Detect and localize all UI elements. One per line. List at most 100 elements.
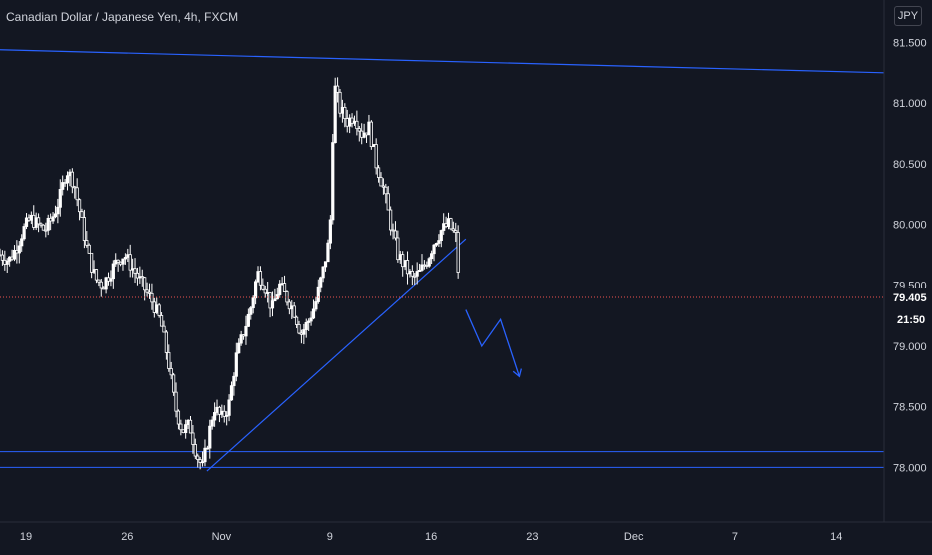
candle-body	[82, 217, 86, 241]
symbol-title: Canadian Dollar / Japanese Yen, 4h, FXCM	[6, 10, 239, 24]
x-tick-label: 7	[732, 531, 738, 543]
currency-button[interactable]: JPY	[894, 6, 922, 26]
candle-body	[46, 217, 50, 231]
candle-body	[309, 317, 313, 322]
candle-body	[415, 271, 419, 277]
candle-body	[53, 213, 58, 218]
candle-body	[5, 260, 9, 265]
candle-body	[307, 320, 311, 323]
candle-body	[278, 283, 282, 295]
candle-body	[174, 391, 178, 412]
candle-body	[99, 281, 103, 289]
candle-body	[292, 305, 296, 318]
candle-body	[417, 270, 422, 272]
candle-body	[143, 277, 147, 291]
candles	[0, 77, 460, 470]
candle-body	[314, 301, 318, 310]
last-price-badge: 79.405 21:50	[885, 288, 932, 326]
candle-body	[116, 259, 120, 263]
candle-body	[191, 432, 195, 445]
candle-body	[297, 324, 301, 334]
candle-body	[87, 244, 91, 254]
trendline	[206, 238, 467, 472]
candle-body	[434, 243, 439, 246]
candle-body	[208, 425, 212, 449]
candle-body	[12, 250, 17, 260]
candle-body	[85, 240, 89, 246]
candle-body	[56, 206, 60, 215]
candle-body	[17, 245, 21, 254]
candle-body	[410, 270, 414, 277]
candle-body	[391, 229, 395, 232]
candle-body	[396, 237, 400, 261]
candle-body	[389, 209, 393, 231]
candle-body	[249, 307, 253, 315]
candle-body	[0, 254, 5, 261]
candle-body	[150, 292, 154, 303]
candle-body	[109, 278, 113, 282]
x-tick-label: 9	[327, 531, 333, 543]
candle-body	[39, 223, 43, 226]
candle-body	[94, 269, 99, 281]
candle-body	[454, 230, 458, 233]
candle-body	[369, 121, 373, 148]
y-tick-label: 80.500	[893, 159, 927, 171]
candle-body	[294, 316, 299, 325]
candle-body	[244, 325, 248, 337]
candle-body	[128, 254, 132, 271]
candle-body	[328, 219, 332, 244]
candle-body	[285, 291, 289, 303]
candle-body	[273, 298, 277, 302]
candle-body	[432, 244, 436, 255]
candle-body	[198, 459, 202, 463]
candle-body	[439, 230, 443, 242]
candle-body	[188, 419, 193, 434]
candle-body	[75, 187, 79, 201]
candle-body	[420, 264, 424, 271]
candle-body	[172, 374, 176, 393]
candle-body	[196, 455, 200, 460]
candle-body	[355, 120, 359, 130]
candle-body	[193, 444, 197, 457]
candle-body	[22, 226, 26, 240]
candle-body	[449, 218, 453, 230]
time-scale[interactable]: 19 26 Nov 9 16 23 Dec 7 14	[20, 531, 842, 543]
candle-body	[70, 171, 74, 188]
candle-body	[51, 216, 55, 222]
last-price-label: 79.405	[893, 292, 927, 304]
candle-body	[200, 461, 205, 464]
candle-body	[405, 260, 410, 275]
candle-body	[111, 263, 115, 280]
candle-body	[384, 186, 388, 195]
candle-body	[203, 447, 207, 463]
candle-body	[239, 334, 243, 344]
candle-body	[393, 230, 398, 239]
countdown-label: 21:50	[897, 314, 925, 326]
candle-body	[331, 142, 335, 221]
candle-body	[376, 167, 381, 178]
candle-body	[333, 85, 337, 143]
candle-body	[350, 117, 354, 124]
candle-body	[326, 242, 330, 263]
candle-body	[451, 228, 455, 232]
candle-body	[258, 271, 263, 286]
y-tick-label: 81.500	[893, 37, 927, 49]
trendlines	[0, 49, 885, 472]
candle-body	[316, 286, 320, 302]
candle-body	[205, 447, 209, 450]
candle-body	[41, 224, 46, 231]
candle-body	[213, 412, 217, 421]
candle-body	[437, 240, 441, 244]
candle-body	[162, 325, 166, 333]
candle-body	[338, 91, 342, 114]
candle-body	[430, 253, 434, 260]
candle-body	[343, 106, 347, 119]
x-tick-label: 16	[425, 531, 437, 543]
candle-body	[133, 268, 137, 274]
candle-body	[381, 185, 386, 188]
y-tick-label: 78.000	[893, 462, 927, 474]
candle-body	[176, 410, 181, 425]
candle-body	[58, 189, 62, 208]
